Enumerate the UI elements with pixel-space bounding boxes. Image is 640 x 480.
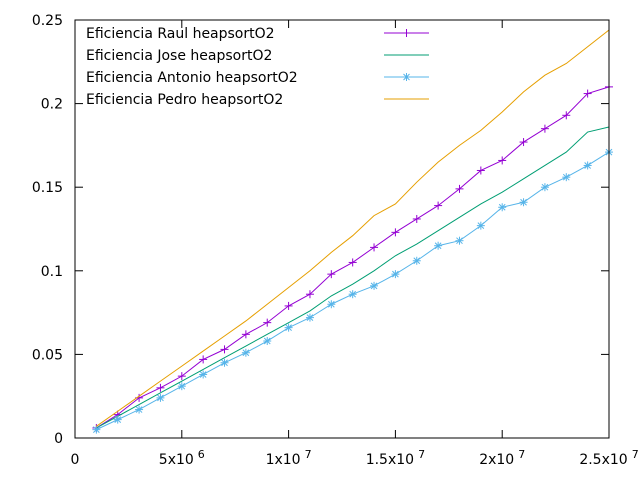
series-line xyxy=(96,29,610,427)
data-point xyxy=(284,323,293,332)
data-point xyxy=(412,256,421,265)
data-point xyxy=(177,382,186,391)
data-point xyxy=(391,270,400,279)
y-tick-label: 0.1 xyxy=(41,264,63,280)
x-tick-label: 0 xyxy=(71,452,80,468)
x-tick-label-exponent: 6 xyxy=(198,448,205,461)
y-tick-label: 0 xyxy=(54,431,63,447)
data-point xyxy=(391,228,400,237)
data-point xyxy=(241,330,250,339)
data-point xyxy=(434,241,443,250)
legend-label: Eficiencia Antonio heapsortO2 xyxy=(86,70,298,86)
data-point xyxy=(498,203,507,212)
data-point xyxy=(220,345,229,354)
legend-item: Eficiencia Jose heapsortO2 xyxy=(86,48,429,64)
data-point xyxy=(220,358,229,367)
data-point xyxy=(476,221,485,230)
data-point xyxy=(348,258,357,267)
legend-label: Eficiencia Pedro heapsortO2 xyxy=(86,92,283,108)
legend-sample-marker xyxy=(402,73,411,81)
legend: Eficiencia Raul heapsortO2 Eficiencia Jos… xyxy=(86,26,429,108)
data-point xyxy=(305,313,314,322)
x-tick-label-base: 2x10 xyxy=(479,452,514,468)
data-point xyxy=(370,281,379,290)
legend-item: Eficiencia Raul heapsortO2 xyxy=(86,26,429,42)
legend-item: Eficiencia Antonio heapsortO2 xyxy=(86,70,429,86)
data-point xyxy=(177,372,186,381)
series-4 xyxy=(96,29,610,427)
y-tick-label: 0.05 xyxy=(32,347,63,363)
series-2 xyxy=(96,126,610,429)
x-tick-label: 2.5x10 7 xyxy=(579,448,638,468)
plot-frame xyxy=(74,19,610,439)
data-point xyxy=(199,370,208,379)
legend-label: Eficiencia Raul heapsortO2 xyxy=(86,26,275,42)
data-point xyxy=(156,383,165,392)
data-point xyxy=(583,89,592,98)
data-point xyxy=(327,270,336,279)
series-layer xyxy=(92,29,613,434)
y-tick-label: 0.2 xyxy=(41,97,63,113)
x-tick-label-base: 5x10 xyxy=(159,452,194,468)
data-point xyxy=(540,183,549,192)
data-point xyxy=(284,301,293,310)
data-point xyxy=(498,156,507,165)
legend-label: Eficiencia Jose heapsortO2 xyxy=(86,48,272,64)
x-tick-label-base: 1.5x10 xyxy=(366,452,414,468)
data-point xyxy=(412,214,421,223)
y-tick-label: 0.15 xyxy=(32,180,63,196)
x-tick-label: 1.5x10 7 xyxy=(366,448,425,468)
data-point xyxy=(455,184,464,193)
data-point xyxy=(92,425,101,434)
data-point xyxy=(562,173,571,182)
data-point xyxy=(348,290,357,299)
data-point xyxy=(434,201,443,210)
data-point xyxy=(327,300,336,309)
data-point xyxy=(370,243,379,252)
x-tick-label-base: 2.5x10 xyxy=(579,452,627,468)
data-point xyxy=(199,355,208,364)
data-point xyxy=(476,166,485,175)
data-point xyxy=(562,111,571,120)
data-point xyxy=(455,236,464,245)
x-tick-label-exponent: 7 xyxy=(305,448,312,461)
series-line xyxy=(96,126,610,429)
x-tick-label-base: 0 xyxy=(71,452,80,468)
x-tick-label: 1x10 7 xyxy=(266,448,312,468)
data-point xyxy=(263,318,272,327)
data-point xyxy=(241,348,250,357)
data-point xyxy=(113,415,122,424)
legend-sample-marker xyxy=(402,29,411,37)
data-point xyxy=(519,138,528,147)
x-tick-label-exponent: 7 xyxy=(518,448,525,461)
y-tick-label: 0.25 xyxy=(32,13,63,29)
series-3 xyxy=(92,148,613,434)
data-point xyxy=(540,124,549,133)
data-point xyxy=(305,290,314,299)
data-point xyxy=(156,393,165,402)
data-point xyxy=(583,161,592,170)
series-1 xyxy=(92,82,613,432)
x-tick-label-base: 1x10 xyxy=(266,452,301,468)
x-tick-label-exponent: 7 xyxy=(632,448,639,461)
x-tick-label: 5x10 6 xyxy=(159,448,205,468)
x-tick-label-exponent: 7 xyxy=(418,448,425,461)
data-point xyxy=(135,405,144,414)
data-point xyxy=(519,198,528,207)
x-tick-label: 2x10 7 xyxy=(479,448,525,468)
legend-item: Eficiencia Pedro heapsortO2 xyxy=(86,92,429,108)
data-point xyxy=(263,337,272,346)
tick-layer: 00.050.10.150.20.250 5x10 6 1x10 7 1.5x10 7 2x1… xyxy=(32,13,639,468)
